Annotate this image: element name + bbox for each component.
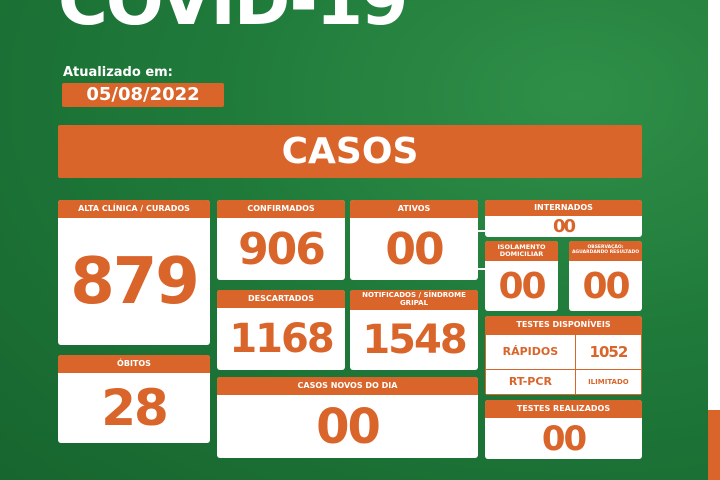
table-row: RT-PCR ILIMITADO [485,368,642,395]
descartados-value: 1168 [229,316,334,362]
alta-card: ALTA CLÍNICA / CURADOS 879 [58,200,210,345]
obitos-label: ÓBITOS [58,355,210,373]
internados-label: INTERNADOS [485,200,642,216]
table-row: RÁPIDOS 1052 [485,334,642,370]
test-value: ILIMITADO [574,368,642,395]
side-strip-accent [708,410,720,480]
isolamento-card: ISOLAMENTO DOMICILIAR 00 [485,241,558,311]
observacao-card: OBSERVAÇÃO: AGUARDANDO RESULTADO 00 [569,241,642,311]
testes-realizados-label: TESTES REALIZADOS [485,400,642,418]
page-title: COVID-19 [58,0,408,41]
confirmados-value: 906 [238,223,326,275]
obitos-value: 28 [101,379,169,437]
descartados-label: DESCARTADOS [217,290,345,308]
updated-label: Atualizado em: [63,65,173,80]
notificados-value: 1548 [362,317,467,363]
isolamento-label: ISOLAMENTO DOMICILIAR [485,241,558,261]
notificados-label: NOTIFICADOS / SÍNDROME GRIPAL [350,290,478,310]
testes-disponiveis-label: TESTES DISPONÍVEIS [485,316,642,334]
ativos-value: 00 [385,223,444,275]
test-name: RT-PCR [485,368,576,395]
testes-table: RÁPIDOS 1052 RT-PCR ILIMITADO [485,334,642,395]
notificados-card: NOTIFICADOS / SÍNDROME GRIPAL 1548 [350,290,478,370]
ativos-label: ATIVOS [350,200,478,218]
alta-value: 879 [70,244,200,319]
casos-novos-label: CASOS NOVOS DO DIA [217,377,478,395]
alta-label: ALTA CLÍNICA / CURADOS [58,200,210,218]
internados-card: INTERNADOS 00 [485,200,642,237]
side-strip [708,0,720,480]
test-value: 1052 [574,334,642,370]
obitos-card: ÓBITOS 28 [58,355,210,443]
confirmados-card: CONFIRMADOS 906 [217,200,345,280]
observacao-label: OBSERVAÇÃO: AGUARDANDO RESULTADO [569,241,642,261]
internados-value: 00 [552,216,576,237]
isolamento-value: 00 [498,265,546,307]
testes-realizados-value: 00 [541,418,587,459]
casos-novos-value: 00 [316,398,381,455]
connector [478,230,485,232]
testes-realizados-card: TESTES REALIZADOS 00 [485,400,642,459]
observacao-value: 00 [582,265,630,307]
casos-novos-card: CASOS NOVOS DO DIA 00 [217,377,478,458]
confirmados-label: CONFIRMADOS [217,200,345,218]
testes-disponiveis-card: TESTES DISPONÍVEIS RÁPIDOS 1052 RT-PCR ILI… [485,316,642,395]
updated-date: 05/08/2022 [62,83,224,107]
test-name: RÁPIDOS [485,334,576,370]
ativos-card: ATIVOS 00 [350,200,478,280]
connector [478,268,485,270]
casos-banner: CASOS [58,125,642,178]
descartados-card: DESCARTADOS 1168 [217,290,345,370]
